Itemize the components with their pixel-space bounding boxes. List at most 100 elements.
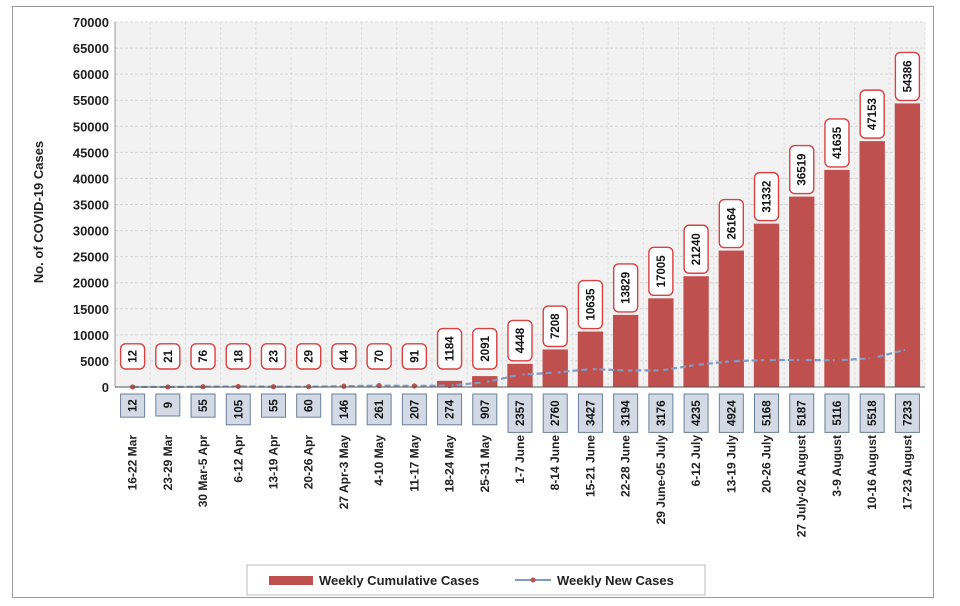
new-cases-label-box	[859, 393, 885, 433]
new-cases-label-box	[190, 393, 216, 418]
x-tick-label: 22-28 June	[619, 435, 633, 497]
cumulative-label-box	[507, 319, 533, 362]
x-tick-label: 27 July-02 August	[795, 435, 809, 537]
legend-new-cases-label: Weekly New Cases	[557, 573, 674, 588]
legend: Weekly Cumulative Cases Weekly New Cases	[246, 564, 706, 596]
x-tick-label: 1-7 June	[513, 435, 527, 484]
new-cases-label-box	[718, 393, 744, 433]
y-axis-label: No. of COVID-19 Cases	[31, 141, 46, 283]
cumulative-data-label: 7208	[550, 313, 562, 339]
cumulative-label-box	[436, 327, 463, 370]
y-tick-label: 55000	[73, 93, 109, 108]
cumulative-label-box	[331, 343, 357, 370]
new-cases-point	[623, 367, 629, 373]
legend-box	[246, 564, 706, 596]
cumulative-label-box	[190, 343, 216, 370]
x-tick-label: 25-31 May	[478, 435, 492, 493]
new-cases-data-label: 4235	[691, 400, 703, 426]
new-cases-data-label: 60	[304, 399, 316, 412]
y-tick-label: 0	[102, 380, 109, 395]
y-tick-label: 35000	[73, 198, 109, 213]
cumulative-label-box	[155, 343, 181, 370]
chart-frame: 12 21 76 18 23 29 44 70 91 1184 2091 4448 7208 10635 1…	[12, 6, 934, 598]
cumulative-label-box	[894, 51, 921, 102]
new-cases-label-box	[401, 393, 427, 426]
cumulative-label-box	[859, 89, 885, 139]
cumulative-label-box	[753, 171, 780, 222]
cumulative-bar	[894, 103, 921, 387]
new-cases-label-box	[472, 393, 498, 426]
cumulative-label-box	[119, 343, 146, 370]
new-cases-label-box	[613, 393, 639, 433]
cumulative-label-box	[648, 246, 674, 297]
new-cases-label-box	[542, 393, 568, 433]
new-cases-label-box	[648, 393, 674, 433]
x-tick-label: 4-10 May	[372, 435, 386, 486]
new-cases-point	[904, 346, 910, 352]
cumulative-data-label: 21	[163, 349, 175, 362]
new-cases-data-label: 261	[374, 399, 386, 419]
legend-line-marker	[530, 577, 536, 583]
cumulative-data-label: 17005	[656, 255, 668, 288]
new-cases-point	[728, 358, 734, 364]
new-cases-label-box	[507, 393, 533, 433]
cumulative-label-box	[577, 279, 604, 330]
legend-bar-swatch	[269, 576, 313, 585]
cumulative-data-label: 44	[339, 349, 351, 362]
new-cases-point	[587, 366, 594, 372]
x-tick-label: 10-16 August	[865, 435, 879, 510]
y-tick-label: 65000	[73, 41, 109, 56]
new-cases-data-label: 274	[445, 399, 457, 419]
new-cases-label-box	[437, 393, 463, 426]
cumulative-bar	[683, 276, 709, 387]
gridlines	[114, 21, 926, 388]
cumulative-label-box	[260, 343, 287, 370]
cumulative-bar	[859, 141, 885, 387]
y-tick-label: 20000	[73, 276, 109, 291]
x-tick-label: 23-29 Mar	[161, 435, 175, 491]
data-labels: 12 21 76 18 23 29 44 70 91 1184 2091 4448 7208 10635 1…	[119, 51, 921, 433]
new-cases-data-label: 3194	[621, 400, 633, 426]
cumulative-label-box	[225, 343, 251, 370]
cumulative-data-label: 91	[409, 349, 421, 362]
cumulative-bar	[648, 298, 674, 387]
new-cases-point	[411, 383, 417, 389]
cumulative-label-box	[295, 343, 322, 370]
covid-cases-chart: 12 21 76 18 23 29 44 70 91 1184 2091 4448 7208 10635 1…	[31, 15, 926, 596]
cumulative-data-label: 36519	[797, 154, 809, 186]
new-cases-label-box	[366, 393, 392, 426]
new-cases-label-box	[754, 393, 780, 433]
y-tick-label: 25000	[73, 250, 109, 265]
new-cases-label-box	[789, 393, 815, 433]
x-tick-label: 13-19 Apr	[266, 435, 280, 490]
cumulative-data-label: 23	[268, 350, 280, 363]
new-cases-label-box	[120, 393, 146, 418]
cumulative-bar	[789, 196, 815, 387]
cumulative-data-label: 12	[128, 350, 140, 363]
x-tick-label: 27 Apr-3 May	[337, 435, 351, 510]
new-cases-label-box	[894, 393, 920, 433]
cumulative-data-label: 70	[374, 350, 386, 363]
cumulative-label-box	[789, 144, 815, 195]
new-cases-label-box	[331, 393, 357, 426]
cumulative-bar	[824, 169, 850, 387]
cumulative-label-box	[401, 343, 428, 370]
axes: 0 5000 10000 15000 20000 25000 30000 35000 40000…	[73, 15, 925, 537]
new-cases-data-label: 207	[409, 400, 421, 419]
cumulative-data-label: 1184	[445, 336, 457, 362]
x-tick-label: 3-9 August	[830, 435, 844, 497]
cumulative-label-box	[542, 305, 568, 348]
new-cases-data-label: 3176	[656, 400, 668, 426]
cumulative-data-label: 4448	[515, 327, 527, 353]
y-tick-label: 15000	[73, 302, 109, 317]
cumulative-data-label: 47153	[867, 98, 879, 130]
new-cases-label-box	[683, 393, 709, 433]
x-tick-label: 29 June-05 July	[654, 435, 668, 525]
y-tick-label: 30000	[73, 224, 109, 239]
new-cases-point	[658, 367, 664, 374]
x-tick-label: 6-12 July	[689, 435, 703, 487]
new-cases-label-box	[824, 393, 850, 433]
y-tick-label: 40000	[73, 171, 109, 186]
x-tick-label: 15-21 June	[583, 435, 597, 497]
x-tick-label: 20-26 Apr	[302, 435, 316, 490]
